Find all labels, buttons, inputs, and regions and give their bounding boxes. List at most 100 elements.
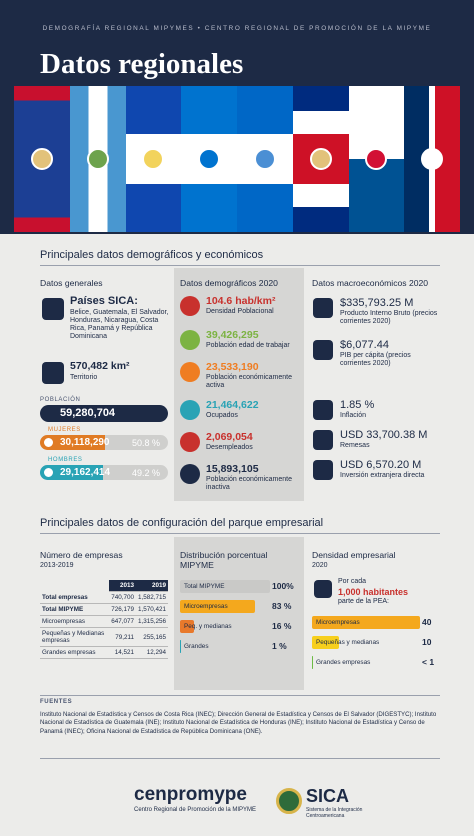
icon (313, 460, 333, 480)
bar-label: Total MIPYME (184, 583, 225, 590)
bar-label: Microempresas (184, 603, 228, 610)
table-row: Total empresas 740,700 1,582,715 (40, 591, 168, 604)
cell: 255,165 (135, 627, 168, 647)
density-intro-end: parte de la PEA: (338, 598, 389, 605)
bar (312, 636, 339, 649)
rule (40, 265, 440, 266)
women-track: 30,118,290 50.8 % (40, 435, 168, 450)
column-title: Datos demográficos 2020 (180, 278, 278, 288)
column-title: Datos macroeconómicos 2020 (312, 278, 429, 288)
bar (312, 616, 420, 629)
bar-label: Peq. y medianas (184, 623, 232, 630)
table-row: Pequeñas y Medianas empresas 79,211 255,16… (40, 627, 168, 647)
population-label: POBLACIÓN (40, 397, 81, 403)
value: 15,893,105 (206, 463, 259, 475)
share-label: 50.8 % (131, 438, 160, 448)
bar-value: 10 (422, 637, 432, 647)
icon (180, 464, 200, 484)
table-row: Microempresas 647,077 1,315,256 (40, 615, 168, 628)
share-bar (40, 435, 106, 450)
value: 39,426,295 (206, 329, 259, 341)
value: 21,464,622 (206, 399, 259, 411)
value: 23,533,190 (206, 361, 259, 373)
icon (180, 400, 200, 420)
bar (180, 580, 270, 593)
value: $6,077.44 (340, 339, 389, 351)
flag (125, 86, 182, 232)
title: Datos regionales (40, 48, 244, 80)
women-label: MUJERES (48, 427, 81, 433)
flag-icon (42, 298, 64, 320)
column-title: Densidad empresarial (312, 550, 396, 560)
cell: Pequeñas y Medianas empresas (40, 627, 110, 647)
bar-label: Grandes (184, 643, 209, 650)
value: 2,069,054 (206, 431, 253, 443)
share-bar (40, 465, 103, 480)
rule (40, 533, 440, 534)
label: Inflación (340, 412, 367, 419)
label: Población edad de trabajar (206, 342, 290, 349)
brand: cenpromype (134, 784, 247, 805)
flag (348, 86, 405, 232)
icon (313, 340, 333, 360)
cell: Total MIPYME (40, 603, 110, 616)
flags (14, 86, 460, 232)
period: 2013-2019 (40, 562, 74, 569)
bar (180, 620, 195, 633)
label: Desempleados (206, 444, 253, 451)
cell: 740,700 (109, 591, 136, 604)
bar-label: Grandes empresas (316, 659, 371, 666)
cell: 12,294 (135, 646, 168, 659)
icon (180, 362, 200, 382)
bar-value: 100% (272, 581, 294, 591)
bar-label: Pequeñas y medianas (316, 639, 380, 646)
value: 1.85 % (340, 399, 375, 411)
column-title: Número de empresas (40, 550, 123, 560)
men-track: 29,162,414 49.2 % (40, 465, 168, 480)
density-intro: Por cada (338, 578, 367, 585)
sica-countries: Belice, Guatemala, El Salvador, Honduras… (70, 309, 169, 340)
flag (237, 86, 293, 232)
companies-table: 2013 2019 Total empresas 740,700 1,582,715 T… (40, 580, 168, 659)
brand-sub: Centro Regional de Promoción de la MIPYM… (134, 807, 257, 813)
cell: 14,521 (109, 646, 136, 659)
territory-value: 570,482 km² (70, 360, 130, 372)
label: Población económicamente activa (206, 374, 292, 389)
icon (180, 296, 200, 316)
cell: 647,077 (109, 615, 136, 628)
share-label: 49.2 % (131, 468, 160, 478)
icon (180, 432, 200, 452)
territory-label: Territorio (70, 374, 98, 381)
bar (180, 600, 255, 613)
flag (292, 86, 349, 232)
table-row: Total MIPYME 726,179 1,570,421 (40, 603, 168, 616)
label: Inversión extranjera directa (340, 472, 425, 479)
icon (42, 466, 55, 479)
section-title: Principales datos demográficos y económi… (40, 249, 264, 261)
table-header: 2013 2019 (40, 580, 168, 592)
column-title: Datos generales (40, 278, 103, 288)
kicker: DEMOGRAFÍA REGIONAL MIPYMES • CENTRO REG… (42, 25, 432, 32)
icon (313, 430, 333, 450)
value: 104.6 hab/km² (206, 295, 276, 307)
icon (313, 400, 333, 420)
cell: 1,582,715 (135, 591, 168, 604)
bar (312, 656, 314, 669)
population-bar (40, 405, 168, 422)
column-bg (174, 537, 304, 690)
bar-value: 40 (422, 617, 432, 627)
icon (313, 298, 333, 318)
value: 30,118,290 (60, 437, 110, 448)
year: 2020 (312, 562, 328, 569)
table-row: Grandes empresas 14,521 12,294 (40, 646, 168, 659)
col-header: 2019 (135, 580, 168, 592)
label: PIB per cápita (precios corrientes 2020) (340, 352, 411, 367)
density-highlight: 1,000 habitantes (338, 587, 409, 597)
sources-title: FUENTES (40, 699, 73, 705)
flag (404, 86, 460, 232)
bar-value: 16 % (272, 621, 292, 631)
cell: 1,315,256 (135, 615, 168, 628)
cell: Microempresas (40, 615, 110, 628)
